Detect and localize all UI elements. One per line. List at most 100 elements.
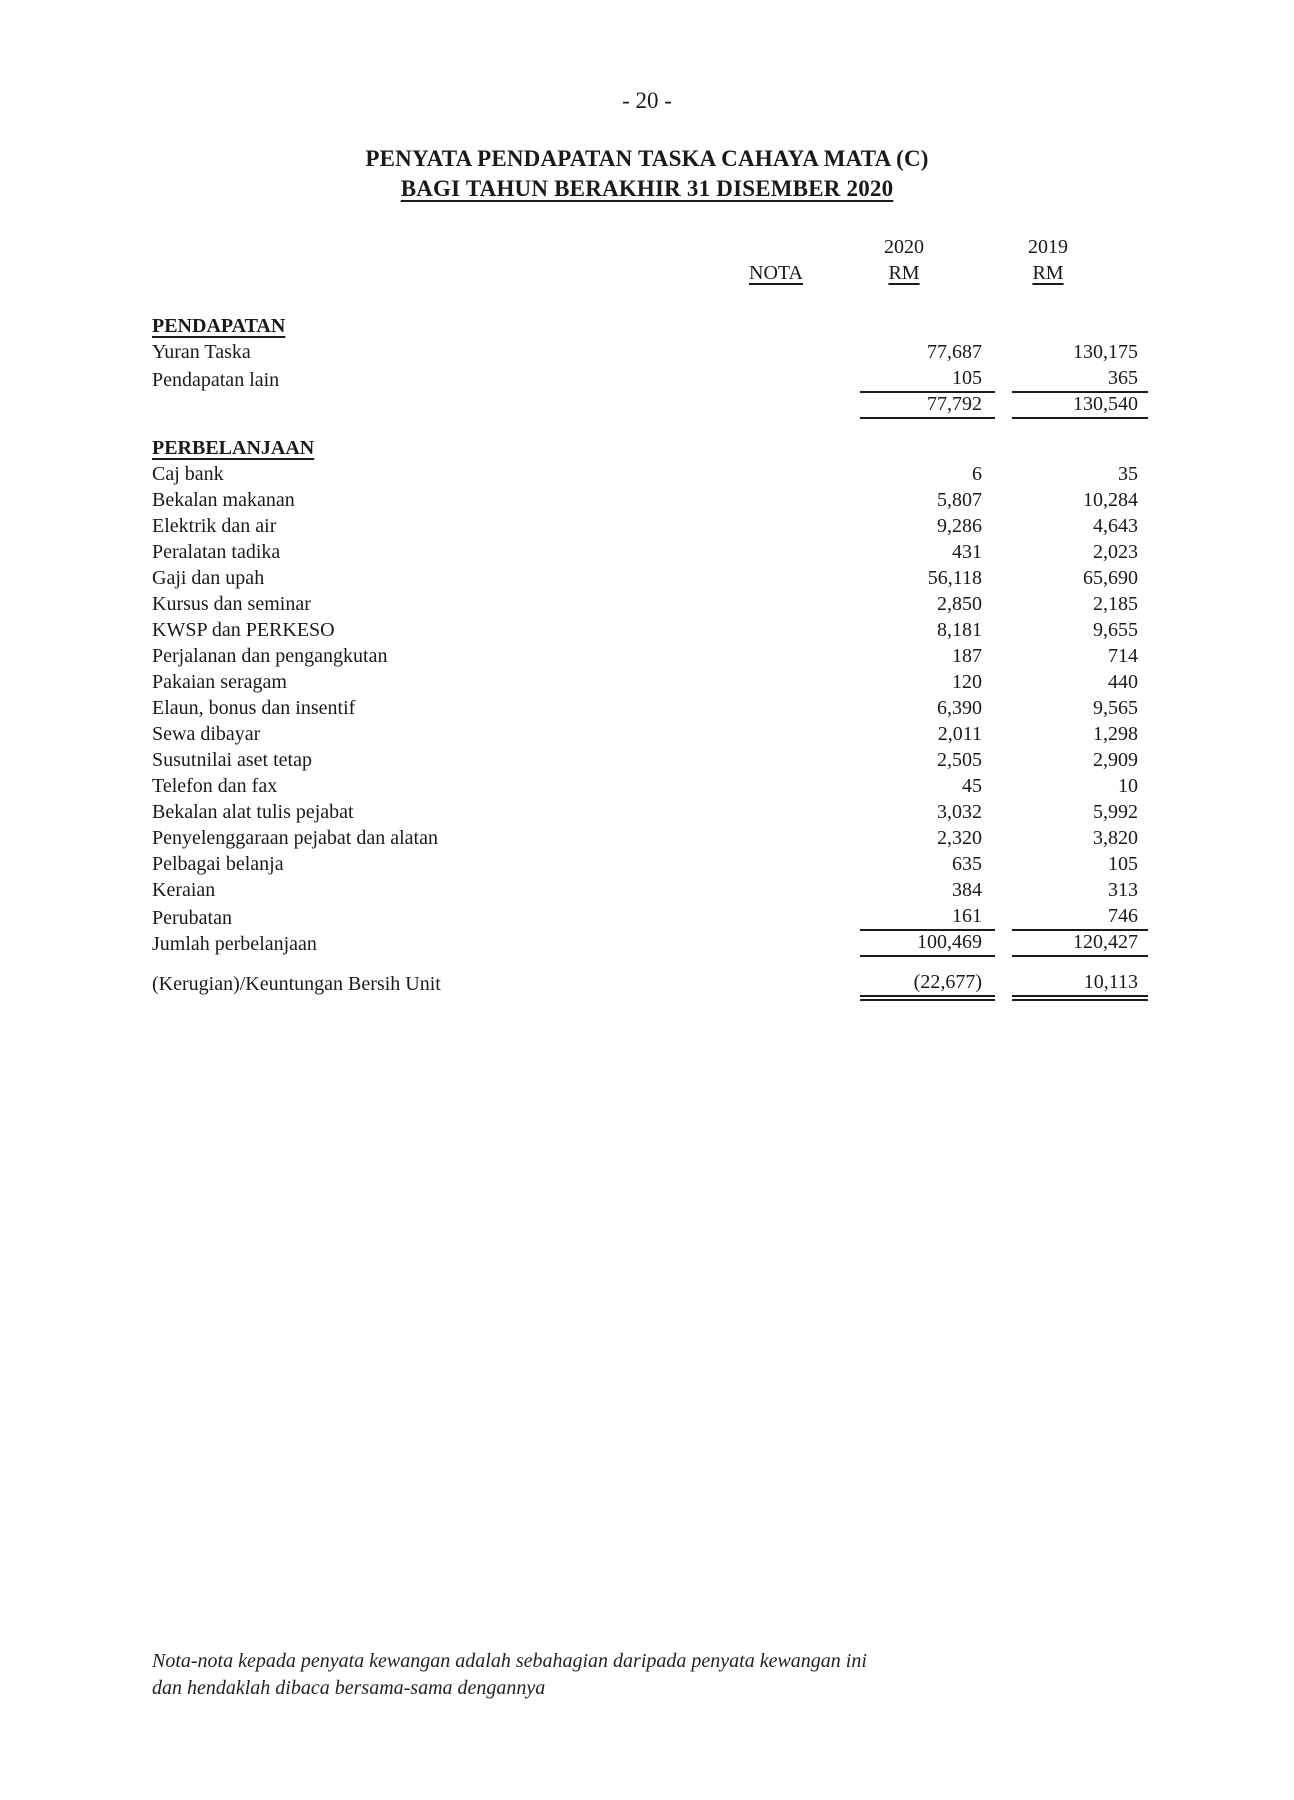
row-value-2019: 2,023 — [1093, 541, 1138, 563]
table-row: Elaun, bonus dan insentif 6,390 9,565 — [152, 695, 1148, 721]
table-row: KWSP dan PERKESO 8,181 9,655 — [152, 617, 1148, 643]
column-header-year-2019: 2019 — [1028, 236, 1068, 258]
table-row: Gaji dan upah 56,118 65,690 — [152, 565, 1148, 591]
row-value-2019: 746 — [1012, 903, 1148, 931]
table-row: Peralatan tadika 431 2,023 — [152, 539, 1148, 565]
row-value-2020: 9,286 — [937, 515, 982, 537]
row-value-2020: 2,505 — [937, 749, 982, 771]
row-label: PENDAPATAN — [152, 315, 286, 337]
row-value-2020: 2,850 — [937, 593, 982, 615]
table-row: Elektrik dan air 9,286 4,643 — [152, 513, 1148, 539]
footnote-line-1: Nota-nota kepada penyata kewangan adalah… — [152, 1650, 867, 1672]
row-value-2019: 130,540 — [1012, 391, 1148, 419]
row-value-2020: 431 — [952, 541, 982, 563]
row-value-2019: 9,565 — [1093, 697, 1138, 719]
row-label: Pakaian seragam — [152, 671, 287, 693]
table-row: Jumlah perbelanjaan 100,469 120,427 — [152, 929, 1148, 957]
table-row: Caj bank 6 35 — [152, 461, 1148, 487]
row-label: Telefon dan fax — [152, 775, 278, 797]
row-value-2019: 105 — [1108, 853, 1138, 875]
row-value-2019: 1,298 — [1093, 723, 1138, 745]
table-row: Yuran Taska 77,687 130,175 — [152, 339, 1148, 365]
row-value-2019: 2,909 — [1093, 749, 1138, 771]
footnote: Nota-nota kepada penyata kewangan adalah… — [152, 1648, 867, 1702]
row-value-2020: 5,807 — [937, 489, 982, 511]
row-value-2020: 105 — [860, 365, 995, 393]
row-value-2020: 3,032 — [937, 801, 982, 823]
table-row: Sewa dibayar 2,011 1,298 — [152, 721, 1148, 747]
table-row: Bekalan makanan 5,807 10,284 — [152, 487, 1148, 513]
row-label: Pelbagai belanja — [152, 853, 284, 875]
page-number: - 20 - — [622, 88, 672, 113]
statement-rows: PENDAPATAN Yuran Taska 77,687 130,175 Pe… — [152, 313, 1148, 1001]
row-value-2020: 8,181 — [937, 619, 982, 641]
row-label: Keraian — [152, 879, 216, 901]
row-value-2019: 120,427 — [1012, 929, 1148, 957]
row-label: Jumlah perbelanjaan — [152, 933, 317, 955]
table-row: Keraian 384 313 — [152, 877, 1148, 903]
footnote-line-2: dan hendaklah dibaca bersama-sama dengan… — [152, 1677, 546, 1699]
table-row: PENDAPATAN — [152, 313, 1148, 339]
row-value-2019: 9,655 — [1093, 619, 1138, 641]
row-value-2020: 635 — [952, 853, 982, 875]
row-label: Kursus dan seminar — [152, 593, 311, 615]
row-label: (Kerugian)/Keuntungan Bersih Unit — [152, 973, 441, 995]
table-row: Kursus dan seminar 2,850 2,185 — [152, 591, 1148, 617]
row-value-2019: 313 — [1108, 879, 1138, 901]
row-value-2019: 440 — [1108, 671, 1138, 693]
row-value-2020: 2,011 — [937, 723, 982, 745]
row-value-2020: 77,792 — [860, 391, 995, 419]
table-row — [152, 417, 1148, 435]
row-label: KWSP dan PERKESO — [152, 619, 335, 641]
row-value-2020: 56,118 — [927, 567, 982, 589]
row-value-2020: 6 — [972, 463, 982, 485]
column-header-rm-2019: RM — [1032, 262, 1064, 284]
row-value-2019: 65,690 — [1083, 567, 1138, 589]
row-label: Caj bank — [152, 463, 224, 485]
row-label: PERBELANJAAN — [152, 437, 315, 459]
row-label: Pendapatan lain — [152, 369, 280, 391]
row-value-2019: 5,992 — [1093, 801, 1138, 823]
row-value-2020: 2,320 — [937, 827, 982, 849]
row-value-2020: 100,469 — [860, 929, 995, 957]
table-row: Penyelenggaraan pejabat dan alatan 2,320… — [152, 825, 1148, 851]
column-header-labels-row: NOTA RM RM — [152, 260, 1148, 287]
row-label: Bekalan alat tulis pejabat — [152, 801, 354, 823]
table-row: Perubatan 161 746 — [152, 903, 1148, 931]
row-label: Yuran Taska — [152, 341, 251, 363]
table-row: Pendapatan lain 105 365 — [152, 365, 1148, 393]
row-value-2020: 120 — [952, 671, 982, 693]
row-value-2020: 384 — [952, 879, 982, 901]
row-value-2019: 10,113 — [1012, 969, 1148, 1001]
row-value-2019: 4,643 — [1093, 515, 1138, 537]
document-subtitle-text: BAGI TAHUN BERAKHIR 31 DISEMBER 2020 — [400, 176, 894, 201]
column-header-nota: NOTA — [749, 262, 803, 284]
row-value-2019: 130,175 — [1073, 341, 1138, 363]
row-value-2019: 2,185 — [1093, 593, 1138, 615]
row-value-2019: 35 — [1118, 463, 1138, 485]
table-row: Susutnilai aset tetap 2,505 2,909 — [152, 747, 1148, 773]
table-row: Telefon dan fax 45 10 — [152, 773, 1148, 799]
row-value-2020: 45 — [962, 775, 982, 797]
column-header-rm-2020: RM — [888, 262, 920, 284]
row-label: Peralatan tadika — [152, 541, 281, 563]
row-value-2019: 365 — [1012, 365, 1148, 393]
row-value-2020: 6,390 — [937, 697, 982, 719]
row-value-2020: 77,687 — [927, 341, 982, 363]
row-value-2019: 10,284 — [1083, 489, 1138, 511]
row-label: Elektrik dan air — [152, 515, 277, 537]
row-label: Bekalan makanan — [152, 489, 295, 511]
table-row: Bekalan alat tulis pejabat 3,032 5,992 — [152, 799, 1148, 825]
document-subtitle: BAGI TAHUN BERAKHIR 31 DISEMBER 2020 — [0, 174, 1294, 204]
row-label: Penyelenggaraan pejabat dan alatan — [152, 827, 438, 849]
column-header-years-row: 2020 2019 — [152, 234, 1148, 260]
row-label: Sewa dibayar — [152, 723, 261, 745]
row-label: Gaji dan upah — [152, 567, 265, 589]
row-label: Perjalanan dan pengangkutan — [152, 645, 388, 667]
row-label: Perubatan — [152, 907, 232, 929]
document-title: PENYATA PENDAPATAN TASKA CAHAYA MATA (C) — [365, 146, 929, 171]
row-value-2019: 714 — [1108, 645, 1138, 667]
income-statement-table: 2020 2019 NOTA RM RM PENDAPATAN — [152, 234, 1148, 1001]
row-value-2019: 10 — [1118, 775, 1138, 797]
